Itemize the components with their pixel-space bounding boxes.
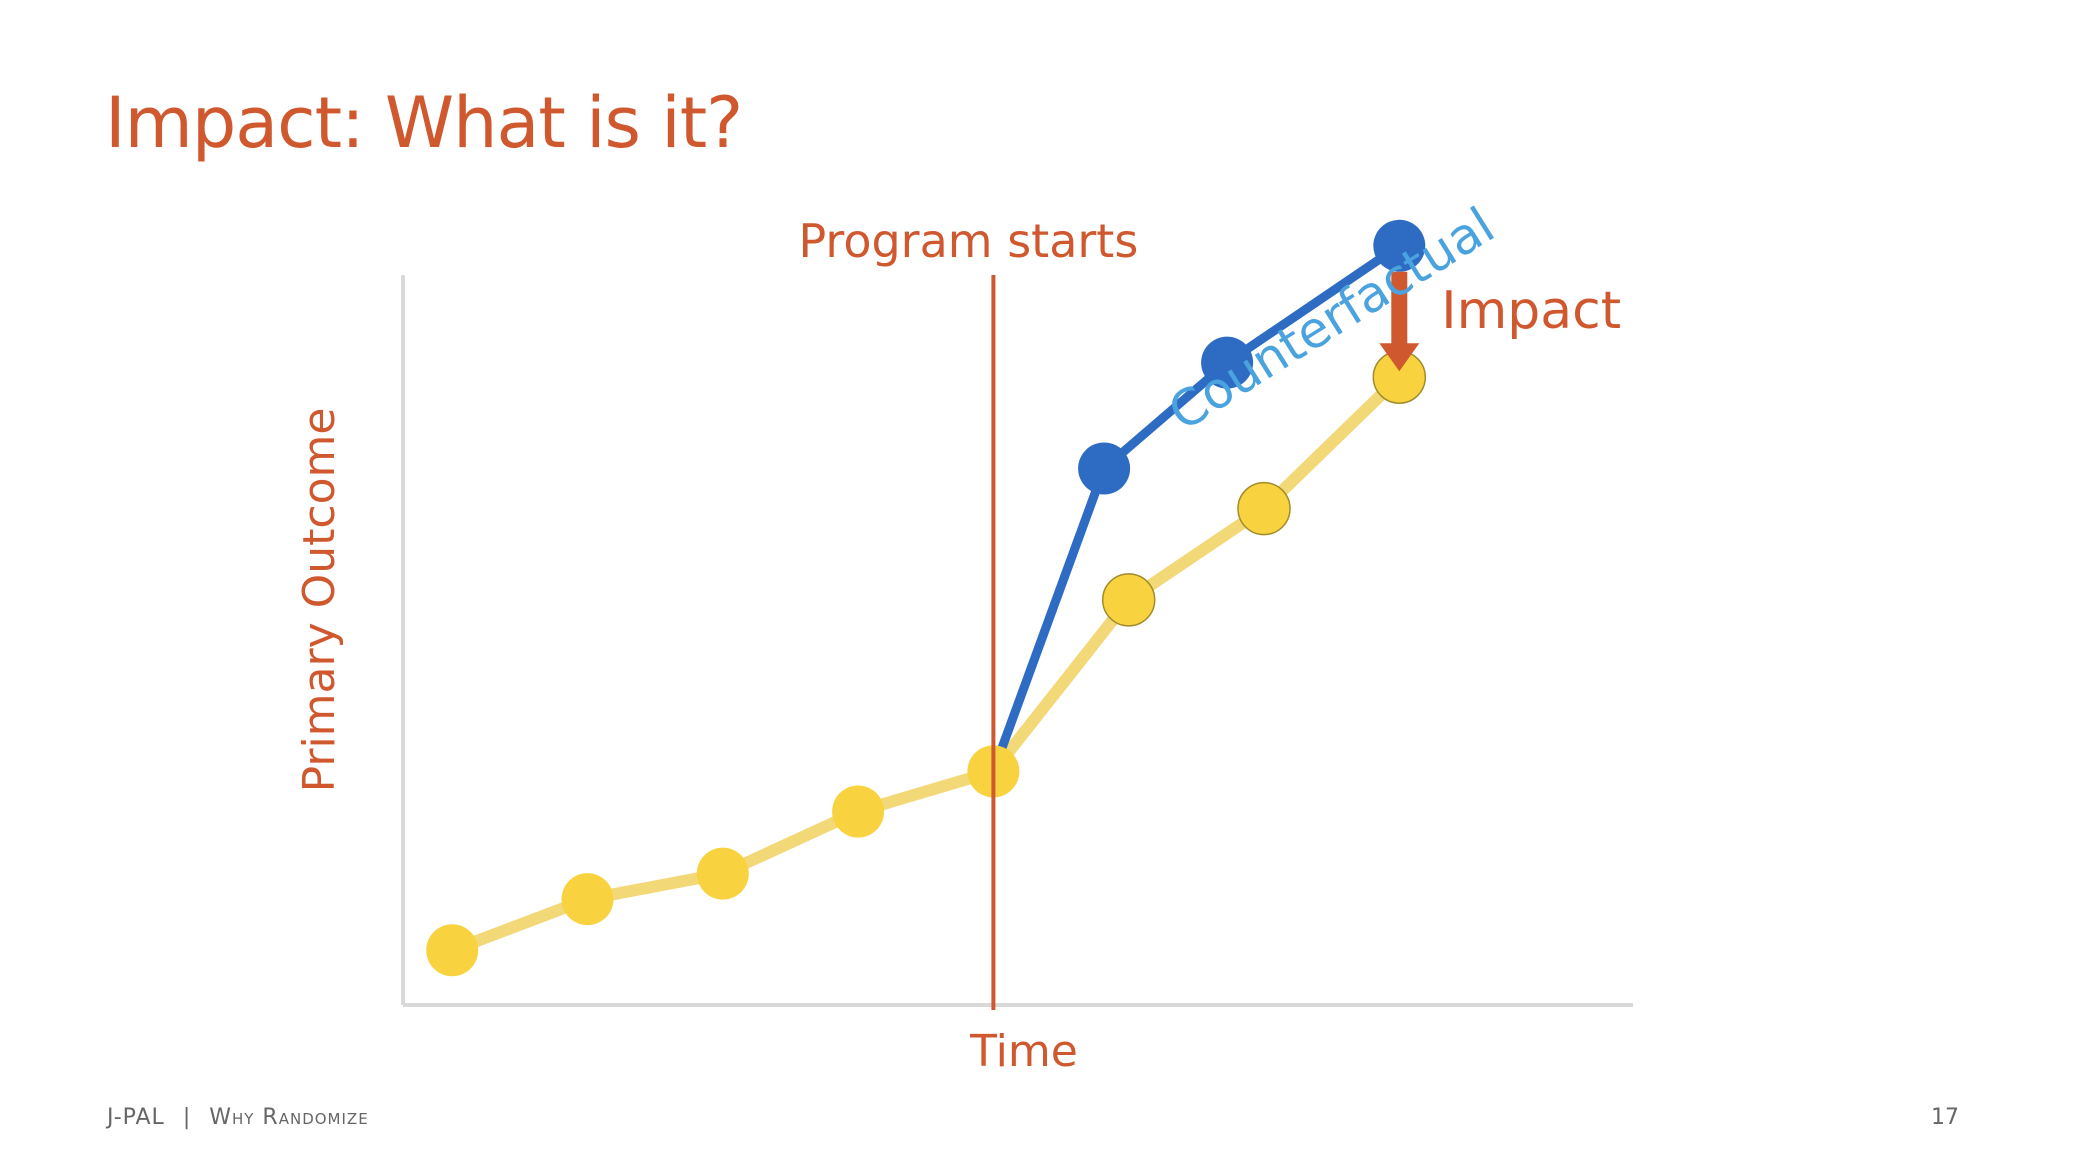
- y-axis-label: Primary Outcome: [294, 408, 345, 793]
- outcome-point: [561, 873, 614, 926]
- program-start-label: Program starts: [798, 214, 1138, 268]
- counterfactual-point: [1078, 442, 1131, 495]
- footer-source: J-PAL | Why Randomize: [107, 1105, 369, 1130]
- counterfactual-point: [1373, 219, 1426, 272]
- footer-org: J-PAL: [107, 1105, 165, 1130]
- x-axis-label: Time: [969, 1026, 1078, 1077]
- outcome-point: [1101, 573, 1156, 627]
- footer-section: Why Randomize: [209, 1105, 369, 1130]
- impact-arrow-head: [1379, 343, 1420, 372]
- chart-labels: Program startsImpactCounterfactualTimePr…: [294, 196, 1621, 1077]
- page-number: 17: [1931, 1105, 1959, 1130]
- chart-annotations: [991, 271, 1420, 1010]
- slide-title: Impact: What is it?: [105, 82, 743, 164]
- impact-arrow-shaft: [1391, 271, 1408, 346]
- outcome-series-line: [450, 372, 1404, 956]
- chart-axes: [401, 275, 1633, 1007]
- outcome-point: [832, 785, 885, 838]
- counterfactual-series-line: [989, 242, 1402, 773]
- outcome-point: [426, 924, 479, 977]
- impact-label: Impact: [1441, 281, 1621, 341]
- outcome-point: [1237, 481, 1291, 536]
- counterfactual-point: [1201, 336, 1254, 389]
- footer-separator: |: [182, 1105, 192, 1130]
- outcome-point: [696, 847, 749, 900]
